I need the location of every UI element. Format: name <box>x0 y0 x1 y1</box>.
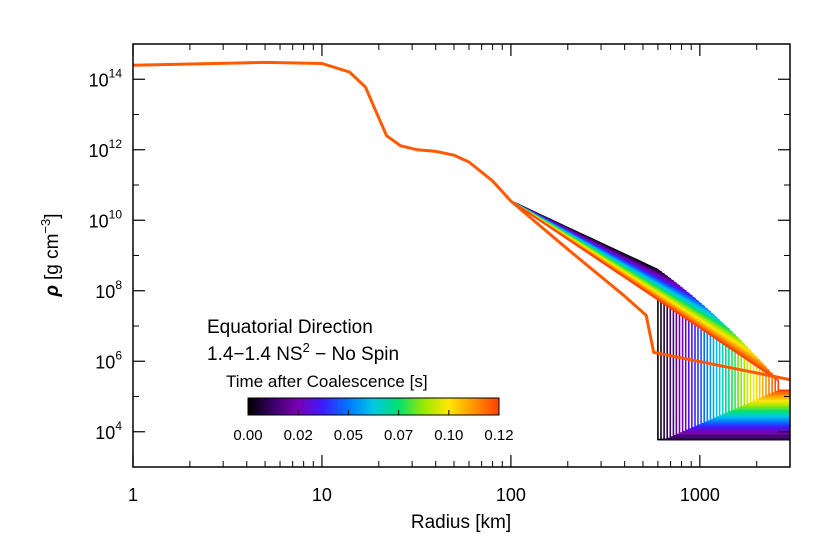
y-axis-label: ρ [g cm−3] <box>38 213 63 297</box>
legend-system-prefix: 1.4−1.4 NS <box>207 344 303 365</box>
x-tick-label: 1 <box>128 485 138 505</box>
legend-title-direction: Equatorial Direction <box>207 317 373 338</box>
y-tick-label: 1012 <box>89 137 123 161</box>
colorbar <box>247 397 500 416</box>
colorbar-tick-label: 0.12 <box>484 427 513 444</box>
y-axis-ticks: 104 106 108 1010 1012 1014 <box>89 66 790 468</box>
density-curves <box>133 60 790 441</box>
colorbar-tick-label: 0.10 <box>434 427 463 444</box>
y-axis-unit: [g cm <box>42 234 63 280</box>
colorbar-tick-label: 0.07 <box>384 427 413 444</box>
y-tick-label: 1010 <box>89 207 123 231</box>
colorbar-tick-label: 0.00 <box>233 427 262 444</box>
legend-system-suffix: − No Spin <box>310 344 399 365</box>
x-tick-label: 1000 <box>680 485 720 505</box>
y-tick-label: 106 <box>95 348 122 372</box>
colorbar-tick-label: 0.05 <box>334 427 363 444</box>
y-tick-label: 108 <box>95 278 122 302</box>
colorbar-label: Time after Coalescence [s] <box>226 372 428 391</box>
density-series-final <box>133 60 790 382</box>
x-tick-label: 100 <box>496 485 526 505</box>
y-axis-symbol: ρ <box>42 285 63 298</box>
colorbar-tick-label: 0.02 <box>284 427 313 444</box>
y-tick-label: 104 <box>95 419 122 443</box>
y-axis-unit-close: ] <box>42 213 63 218</box>
legend-system-sup: 2 <box>303 340 310 355</box>
y-axis-unit-exp: −3 <box>38 219 53 234</box>
colorbar-ticks: 0.00 0.02 0.05 0.07 0.10 0.12 <box>233 410 514 444</box>
y-tick-label: 1014 <box>89 66 123 90</box>
x-axis-ticks: 1 10 100 1000 <box>128 44 791 505</box>
x-tick-label: 10 <box>312 485 332 505</box>
x-axis-label: Radius [km] <box>411 512 511 533</box>
legend-title-system: 1.4−1.4 NS2 − No Spin <box>207 340 399 365</box>
